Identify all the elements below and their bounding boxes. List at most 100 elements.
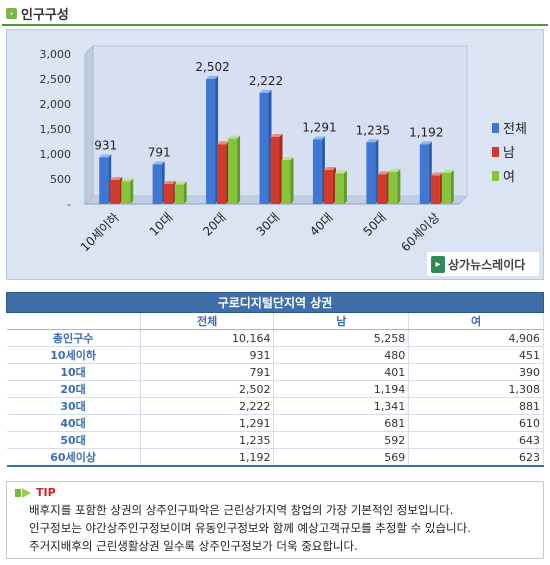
bar-top: [217, 141, 230, 145]
category-label: 10세이하: [78, 210, 122, 254]
bar-top: [441, 169, 454, 173]
bar-side: [183, 181, 187, 204]
bar-top: [366, 139, 379, 143]
cell-female: 1,308: [408, 380, 544, 398]
bar: [388, 171, 398, 204]
population-table: 구로디지털단지역 상권 전체 남 여 총인구수 10,164 5,258 4,906 1…: [6, 292, 544, 467]
bar-side: [397, 168, 401, 204]
cell-male: 569: [273, 448, 410, 467]
bar: [217, 144, 227, 204]
legend-label: 남: [503, 146, 515, 161]
data-label: 1,291: [302, 120, 336, 134]
cell-female: 451: [408, 346, 544, 364]
table-row: 40대 1,291 681 610: [6, 414, 544, 432]
header-divider: [2, 24, 548, 26]
bar: [377, 174, 387, 204]
data-label: 931: [94, 138, 117, 152]
bar-top: [206, 75, 219, 79]
bar-side: [290, 156, 294, 204]
table-row: 10세이하 931 480 451: [6, 346, 544, 364]
bar-top: [334, 170, 347, 174]
row-label: 50대: [6, 431, 141, 449]
bar-side: [450, 169, 454, 204]
y-tick-label: 1,000: [40, 148, 72, 161]
category-label: 30대: [254, 210, 283, 239]
bar: [419, 144, 429, 204]
cell-total: 2,222: [140, 397, 275, 415]
bar-top: [430, 172, 443, 176]
cell-female: 881: [408, 397, 544, 415]
population-chart: - 500 1,000 1,500 2,000 2,500 3,000 931 10세이하 791…: [40, 44, 527, 254]
bar-side: [130, 178, 134, 204]
bar: [174, 184, 184, 204]
tip-icon: [15, 487, 31, 498]
cell-female: 643: [408, 431, 544, 449]
bar-top: [163, 180, 176, 184]
legend-label: 여: [503, 170, 515, 185]
bar-top: [152, 161, 165, 165]
cell-male: 1,341: [273, 397, 410, 415]
brand-logo: ▸ 상가뉴스레이다: [427, 252, 539, 276]
table-row: 총인구수 10,164 5,258 4,906: [6, 329, 544, 347]
tip-line: 인구정보는 야간상주인구정보이며 유동인구정보와 함께 예상고객규모를 추정할 …: [29, 521, 471, 535]
row-label: 10세이하: [6, 346, 141, 364]
cell-female: 4,906: [408, 329, 544, 347]
bar: [163, 183, 173, 204]
table-row: 20대 2,502 1,194 1,308: [6, 380, 544, 398]
cell-total: 1,235: [140, 431, 275, 449]
bar: [270, 136, 280, 204]
cell-total: 791: [140, 363, 275, 381]
bullet-icon: ›: [6, 7, 17, 19]
table-corner: [6, 312, 141, 330]
tip-line: 배후지를 포함한 상권의 상주인구파악은 근린상가지역 창업의 가장 기본적인 …: [29, 503, 454, 517]
chart-panel: - 500 1,000 1,500 2,000 2,500 3,000 931 10세이하 791…: [6, 29, 544, 280]
legend-swatch: [492, 123, 499, 133]
data-label: 791: [148, 145, 171, 159]
bar: [99, 157, 109, 204]
legend-label: 전체: [503, 122, 527, 137]
cell-total: 10,164: [140, 329, 275, 347]
tip-line: 주거지배후의 근린생활상권 일수록 상주인구정보가 더욱 중요합니다.: [29, 539, 358, 553]
bar-top: [281, 156, 294, 160]
row-label: 20대: [6, 380, 141, 398]
bar-top: [174, 181, 187, 185]
tip-header: TIP: [15, 486, 56, 499]
tip-label: TIP: [36, 486, 56, 499]
data-label: 1,192: [409, 125, 443, 139]
logo-text: 상가뉴스레이다: [448, 257, 526, 272]
bar: [312, 139, 322, 204]
category-label: 40대: [307, 210, 336, 239]
bar-top: [388, 168, 401, 172]
bar: [334, 173, 344, 204]
data-label: 1,235: [356, 123, 390, 137]
bar: [259, 92, 269, 204]
cell-total: 1,192: [140, 448, 275, 467]
y-tick-label: 3,000: [40, 48, 72, 61]
cell-female: 610: [408, 414, 544, 432]
cell-male: 5,258: [273, 329, 410, 347]
legend-swatch: [492, 171, 499, 181]
cell-total: 931: [140, 346, 275, 364]
bar-top: [228, 135, 241, 139]
bar-top: [377, 171, 390, 175]
data-label: 2,222: [249, 74, 283, 88]
cell-male: 480: [273, 346, 410, 364]
table-row: 10대 791 401 390: [6, 363, 544, 381]
bar-side: [237, 135, 241, 204]
cell-male: 592: [273, 431, 410, 449]
legend-swatch: [492, 147, 499, 157]
y-tick-label: 2,500: [40, 73, 72, 86]
y-tick-label: 1,500: [40, 123, 72, 136]
bar: [110, 180, 120, 204]
row-label: 60세이상: [6, 448, 141, 467]
row-label: 10대: [6, 363, 141, 381]
bar-top: [259, 89, 272, 93]
cell-female: 623: [408, 448, 544, 467]
y-tick-label: -: [67, 198, 71, 211]
bar: [430, 175, 440, 204]
cell-total: 1,291: [140, 414, 275, 432]
row-label: 총인구수: [6, 329, 141, 347]
bar-top: [99, 154, 112, 158]
bar: [366, 142, 376, 204]
bar: [121, 181, 131, 204]
